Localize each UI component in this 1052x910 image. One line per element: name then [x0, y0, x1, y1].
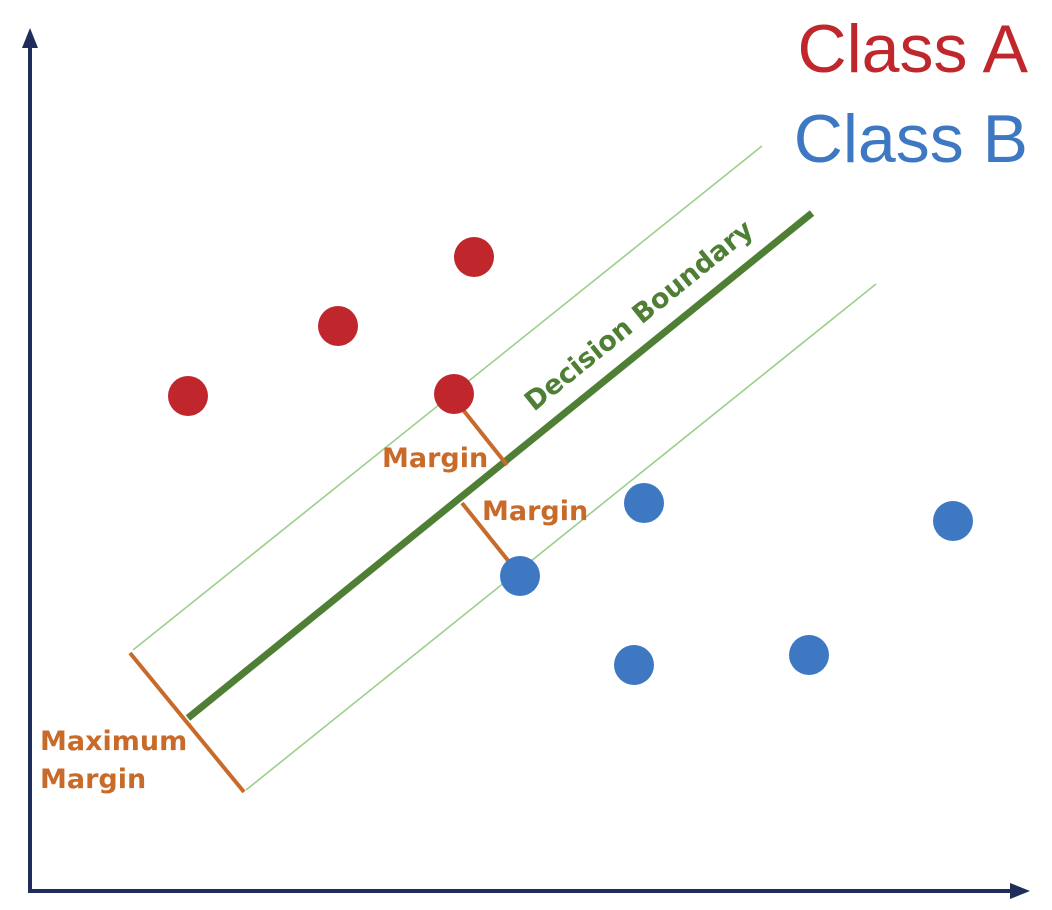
- margin-label-lower: Margin: [482, 496, 588, 527]
- class-b-point: [614, 645, 654, 685]
- class-a-point: [434, 374, 474, 414]
- class-b-point: [624, 483, 664, 523]
- decision-boundary-line: [185, 210, 815, 721]
- class-b-point: [933, 501, 973, 541]
- class-a-point: [454, 237, 494, 277]
- class-b-point: [500, 556, 540, 596]
- margin-label-upper: Margin: [382, 443, 488, 474]
- maximum-margin-measure: [128, 651, 246, 794]
- legend-class-b: Class B: [794, 101, 1028, 177]
- class-a-point: [318, 306, 358, 346]
- maximum-margin-label-line2: Margin: [40, 764, 146, 795]
- x-axis-arrow-icon: [1010, 883, 1030, 899]
- lower-margin-line: [245, 283, 877, 791]
- class-b-point: [789, 635, 829, 675]
- class-a-point: [168, 376, 208, 416]
- y-axis-arrow-icon: [22, 28, 38, 48]
- maximum-margin-label-line1: Maximum: [40, 726, 187, 757]
- legend-class-a: Class A: [797, 11, 1028, 87]
